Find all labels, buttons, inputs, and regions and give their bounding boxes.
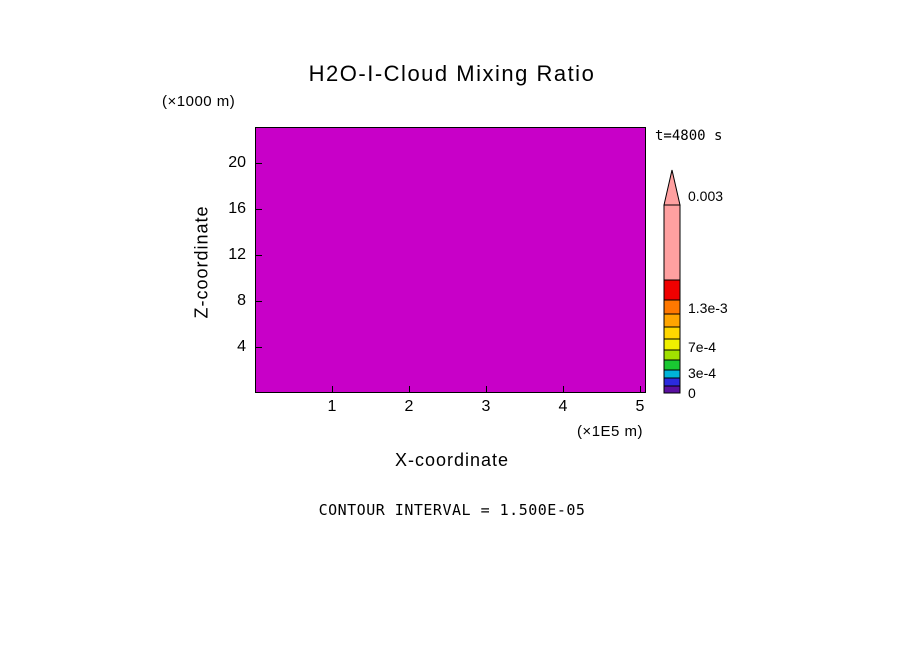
colorbar-label: 0 [688,385,696,401]
z-tick-mark [256,255,262,256]
x-tick-label: 5 [635,398,645,415]
colorbar-label: 0.003 [688,188,724,204]
x-tick-mark [640,386,641,392]
x-tick-mark [486,386,487,392]
x-tick-label: 3 [481,398,491,415]
x-tick-label: 1 [327,398,337,415]
z-tick-mark [256,301,262,302]
time-annotation: t=4800 s [655,128,723,144]
x-tick-mark [409,386,410,392]
x-axis-label: X-coordinate [394,450,510,470]
colorbar-segment [663,385,681,394]
colorbar-segment [663,369,681,379]
z-tick-label: 12 [228,246,246,263]
z-tick-mark [256,163,262,164]
colorbar-segment [663,204,681,281]
chart-title: H2O-I-Cloud Mixing Ratio [308,61,596,86]
x-tick-label: 2 [404,398,414,415]
colorbar-segment [663,313,681,328]
colorbar [663,169,681,394]
colorbar-segment [663,326,681,340]
colorbar-label: 7e-4 [688,339,717,356]
colorbar-segment [663,279,681,301]
z-tick-label: 4 [237,338,246,355]
z-tick-label: 16 [228,200,246,217]
x-tick-label: 4 [558,398,568,415]
colorbar-segment [663,299,681,315]
colorbar-segment [663,377,681,387]
z-tick-label: 8 [237,292,246,309]
z-tick-mark [256,209,262,210]
colorbar-label: 1.3e-3 [688,299,728,316]
colorbar-segment [663,359,681,371]
z-tick-label: 20 [228,154,246,171]
colorbar-label: 3e-4 [688,365,717,382]
colorbar-segment [663,338,681,351]
colorbar-segment [663,349,681,361]
colorbar-arrow [663,169,681,206]
plot-area [255,127,646,393]
x-axis-units: (×1E5 m) [576,423,644,440]
x-tick-mark [563,386,564,392]
z-axis-units: (×1000 m) [162,93,236,110]
z-tick-mark [256,347,262,348]
x-tick-mark [332,386,333,392]
contour-interval-text: CONTOUR INTERVAL = 1.500E-05 [318,501,586,519]
